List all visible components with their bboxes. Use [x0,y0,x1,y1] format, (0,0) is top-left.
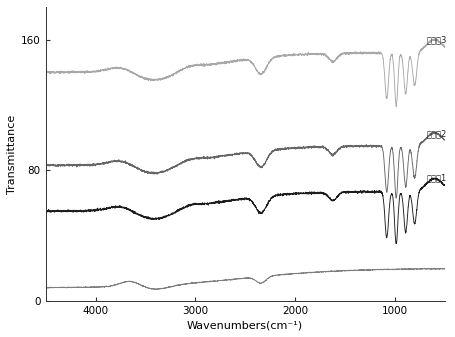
Text: 实验夃1: 实验夃1 [426,174,446,183]
X-axis label: Wavenumbers(cm⁻¹): Wavenumbers(cm⁻¹) [187,320,303,330]
Y-axis label: Transmittance: Transmittance [7,114,17,194]
Text: 实验夃2: 实验夃2 [426,130,446,139]
Text: 实验夃3: 实验夃3 [426,35,446,44]
